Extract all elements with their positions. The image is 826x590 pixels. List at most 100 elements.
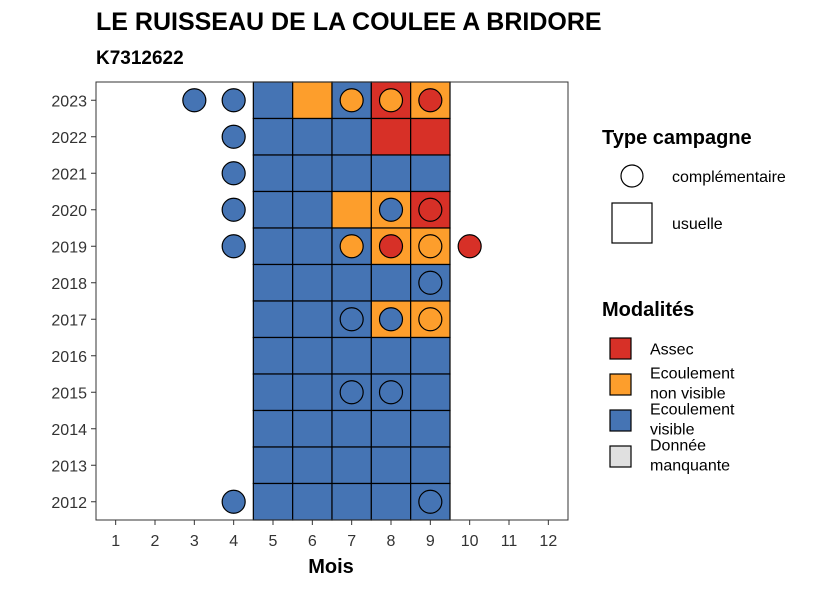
cell-2021-7 [331, 154, 372, 193]
x-tick-label-10: 10 [461, 533, 479, 550]
cell-2014-9 [410, 409, 451, 448]
chart-subtitle: K7312622 [96, 48, 184, 69]
cell-2023-5 [252, 81, 294, 120]
chart-title: LE RUISSEAU DE LA COULEE A BRIDORE [96, 8, 602, 36]
y-tick-label-2012: 2012 [51, 495, 87, 512]
cell-2014-8 [370, 409, 412, 448]
point-2023-8 [378, 88, 404, 113]
legend-label-2-1: visible [650, 422, 695, 439]
point-2023-7 [339, 88, 364, 113]
cell-2015-9 [410, 373, 451, 412]
cell-2019-5 [252, 227, 294, 266]
point-2019-8 [378, 234, 404, 259]
point-2018-9 [418, 270, 443, 295]
cell-2021-9 [410, 154, 451, 193]
point-2019-10 [457, 234, 482, 259]
cell-2015-5 [252, 373, 294, 412]
point-2017-8 [378, 307, 404, 332]
point-2022-4 [221, 124, 246, 149]
point-2015-7 [339, 380, 364, 405]
point-2015-8 [378, 380, 404, 405]
legend-label-3-1: manquante [650, 458, 730, 475]
x-tick-label-9: 9 [426, 533, 435, 550]
legend-label-1-1: non visible [650, 386, 726, 403]
legend-swatch-3 [609, 445, 632, 468]
legend-modalites-title: Modalités [602, 299, 694, 321]
x-tick-label-8: 8 [387, 533, 396, 550]
legend-label-3-0: Donnée [650, 438, 706, 455]
plot-border [95, 81, 569, 521]
legend-square-symbol [611, 202, 653, 244]
x-tick-label-1: 1 [111, 533, 120, 550]
x-axis: 1 2 3 4 5 6 7 8 9 10 11 12 [111, 520, 557, 550]
y-tick-label-2019: 2019 [51, 239, 87, 256]
cell-2021-5 [252, 154, 294, 193]
y-tick-label-2021: 2021 [51, 166, 87, 183]
cell-2021-6 [292, 154, 333, 193]
cell-2017-5 [252, 300, 294, 339]
cell-2018-6 [292, 263, 333, 302]
y-tick-label-2013: 2013 [51, 458, 87, 475]
cell-2013-6 [292, 446, 333, 485]
cell-2022-8 [370, 117, 412, 156]
point-2019-7 [339, 234, 364, 259]
cell-2018-5 [252, 263, 294, 302]
legend-swatch-2 [609, 409, 632, 432]
cell-2019-6 [292, 227, 333, 266]
usuelle-cells [252, 81, 451, 521]
cell-2018-7 [331, 263, 372, 302]
point-2023-4 [221, 88, 246, 113]
y-tick-label-2023: 2023 [51, 93, 87, 110]
y-axis: 2023 2022 2021 2020 2019 2018 2017 2016 2015 2014… [51, 93, 96, 512]
y-tick-label-2022: 2022 [51, 130, 87, 147]
x-tick-label-6: 6 [308, 533, 317, 550]
cell-2021-8 [370, 154, 412, 193]
y-tick-label-2016: 2016 [51, 349, 87, 366]
y-tick-label-2014: 2014 [51, 422, 87, 439]
point-2021-4 [221, 161, 246, 186]
complementaire-points [182, 88, 482, 514]
cell-2016-8 [370, 336, 412, 375]
cell-2012-8 [370, 482, 412, 521]
cell-2020-6 [292, 190, 333, 229]
legend-label-2-0: Ecoulement [650, 402, 735, 419]
cell-2015-6 [292, 373, 333, 412]
cell-2013-5 [252, 446, 294, 485]
point-2017-9 [418, 307, 443, 332]
cell-2022-5 [252, 117, 294, 156]
y-tick-label-2017: 2017 [51, 312, 87, 329]
y-tick-label-2020: 2020 [51, 203, 87, 220]
cell-2013-9 [410, 446, 451, 485]
cell-2018-8 [370, 263, 412, 302]
cell-2012-6 [292, 482, 333, 521]
cell-2012-7 [331, 482, 372, 521]
point-2019-4 [221, 234, 246, 259]
point-2020-8 [378, 197, 404, 222]
x-tick-label-3: 3 [190, 533, 199, 550]
cell-2022-6 [292, 117, 333, 156]
legend-swatch-1 [609, 373, 632, 396]
legend-type-usuelle: usuelle [672, 216, 723, 233]
y-tick-label-2015: 2015 [51, 385, 87, 402]
cell-2014-6 [292, 409, 333, 448]
point-2012-4 [221, 489, 246, 514]
cell-2023-6 [292, 81, 333, 120]
cell-2016-5 [252, 336, 294, 375]
cell-2022-7 [331, 117, 372, 156]
cell-2016-9 [410, 336, 451, 375]
point-2012-9 [418, 489, 443, 514]
cell-2020-5 [252, 190, 294, 229]
y-tick-label-2018: 2018 [51, 276, 87, 293]
legend-label-0-0: Assec [650, 342, 694, 359]
cell-2022-9 [410, 117, 451, 156]
x-tick-label-11: 11 [501, 533, 518, 550]
cell-2014-5 [252, 409, 294, 448]
legend-type-title: Type campagne [602, 127, 752, 149]
x-tick-label-5: 5 [269, 533, 278, 550]
point-2017-7 [339, 307, 364, 332]
legend-label-1-0: Ecoulement [650, 366, 735, 383]
point-2020-4 [221, 197, 246, 222]
legend-circle-symbol [620, 164, 644, 188]
